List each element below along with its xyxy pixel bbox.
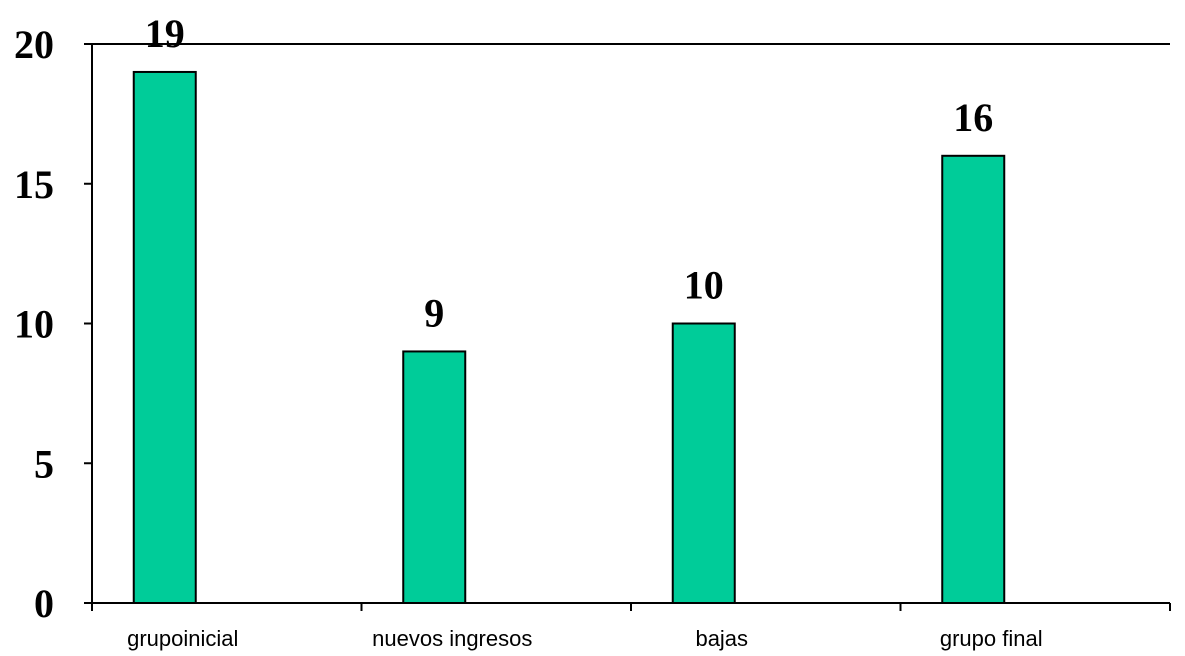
y-tick-label: 10 <box>14 302 54 347</box>
bar <box>402 350 467 605</box>
x-tick-label: bajas <box>695 626 748 651</box>
y-tick-label: 0 <box>34 581 54 626</box>
x-tick-label: grupoinicial <box>127 626 238 651</box>
axes-group: 0 5 10 15 20 grupoinicial nuevos ingresos bajas… <box>14 22 1171 651</box>
bar <box>132 70 197 604</box>
bars-group <box>132 70 1006 605</box>
data-label: 9 <box>424 290 444 335</box>
x-tick-label: grupo final <box>940 626 1043 651</box>
y-tick-label: 15 <box>14 162 54 207</box>
data-label: 10 <box>684 263 724 308</box>
data-label: 19 <box>145 11 185 56</box>
y-tick-label: 5 <box>34 441 54 486</box>
y-tick-label: 20 <box>14 22 54 67</box>
bar <box>671 322 736 604</box>
x-tick-label: nuevos ingresos <box>372 626 532 651</box>
bar <box>941 154 1006 605</box>
data-label: 16 <box>953 95 993 140</box>
data-labels-group: 19 9 10 16 <box>145 11 994 336</box>
